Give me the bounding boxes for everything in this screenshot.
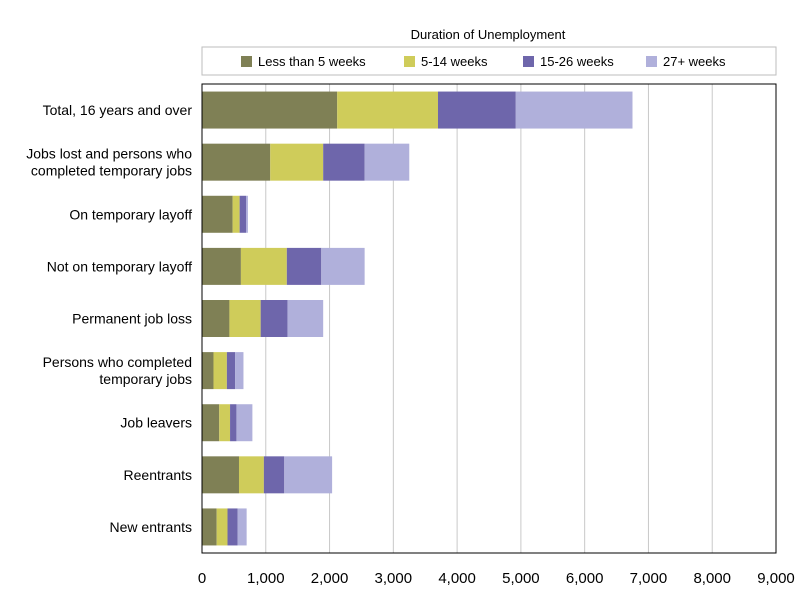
- bar-segment: [202, 404, 220, 442]
- legend-label: 27+ weeks: [663, 54, 726, 69]
- category-label: Jobs lost and persons who: [26, 146, 192, 162]
- x-tick-label: 7,000: [630, 570, 668, 587]
- bar-segment: [263, 456, 285, 494]
- bar-segment: [202, 247, 241, 285]
- x-tick-label: 8,000: [693, 570, 731, 587]
- category-label: Reentrants: [124, 467, 192, 483]
- legend-title: Duration of Unemployment: [411, 27, 566, 42]
- bar-segment: [202, 352, 214, 390]
- bar-segment: [227, 508, 238, 546]
- legend-swatch: [523, 56, 534, 67]
- category-labels: Total, 16 years and over Jobs lost and pe…: [26, 102, 192, 535]
- bar-segment: [232, 195, 240, 233]
- x-tick-label: 6,000: [566, 570, 604, 587]
- legend-swatch: [241, 56, 252, 67]
- bar-segment: [202, 300, 230, 337]
- bar-segment: [437, 91, 516, 129]
- category-label: On temporary layoff: [69, 206, 192, 222]
- bar-segment: [239, 195, 247, 233]
- bar-segment: [260, 300, 288, 337]
- bar-segment: [235, 352, 244, 390]
- x-tick-label: 1,000: [247, 570, 285, 587]
- legend-label: 15-26 weeks: [540, 54, 614, 69]
- bar-segment: [219, 404, 231, 442]
- bar-segment: [286, 247, 322, 285]
- category-label: completed temporary jobs: [31, 163, 192, 179]
- legend-swatch: [404, 56, 415, 67]
- bar-segment: [216, 508, 228, 546]
- bar-segment: [321, 247, 365, 285]
- category-label: Job leavers: [120, 415, 192, 431]
- bar-segment: [240, 247, 287, 285]
- bar-segment: [226, 352, 236, 390]
- category-label: Persons who completed: [43, 354, 192, 370]
- plot-area-frame: [201, 83, 777, 554]
- legend-label: 5-14 weeks: [421, 54, 488, 69]
- legend: Less than 5 weeks 5-14 weeks 15-26 weeks 27…: [241, 54, 726, 69]
- bar-segment: [202, 456, 239, 494]
- x-tick-label: 4,000: [438, 570, 476, 587]
- bar-segment: [202, 91, 338, 129]
- legend-box: [201, 46, 777, 76]
- x-tick-label: 2,000: [311, 570, 349, 587]
- category-label: Total, 16 years and over: [43, 102, 193, 118]
- bars: [202, 91, 633, 546]
- category-label: Permanent job loss: [72, 311, 192, 327]
- bar-segment: [202, 195, 233, 233]
- bar-segment: [229, 300, 261, 337]
- bar-segment: [364, 143, 410, 181]
- x-tick-label: 9,000: [757, 570, 795, 587]
- x-axis-tick-labels: 0 1,000 2,000 3,000 4,000 5,000 6,000 7,000 8,00…: [198, 570, 795, 587]
- bar-segment: [337, 91, 438, 129]
- bar-segment: [213, 352, 227, 390]
- bar-segment: [230, 404, 237, 442]
- bar-segment: [270, 143, 324, 181]
- bar-segment: [287, 300, 324, 337]
- bar-segment: [238, 456, 264, 494]
- bar-segment: [202, 143, 271, 181]
- bar-segment: [202, 508, 217, 546]
- category-label: Not on temporary layoff: [47, 258, 192, 274]
- bar-segment: [246, 195, 248, 233]
- legend-swatch: [646, 56, 657, 67]
- bar-segment: [237, 508, 247, 546]
- bar-segment: [236, 404, 253, 442]
- bar-segment: [515, 91, 633, 129]
- category-label: temporary jobs: [99, 371, 192, 387]
- legend-label: Less than 5 weeks: [258, 54, 366, 69]
- x-tick-label: 5,000: [502, 570, 540, 587]
- x-tick-label: 0: [198, 570, 206, 587]
- category-label: New entrants: [110, 519, 192, 535]
- bar-segment: [323, 143, 365, 181]
- bar-segment: [284, 456, 333, 494]
- x-tick-label: 3,000: [375, 570, 413, 587]
